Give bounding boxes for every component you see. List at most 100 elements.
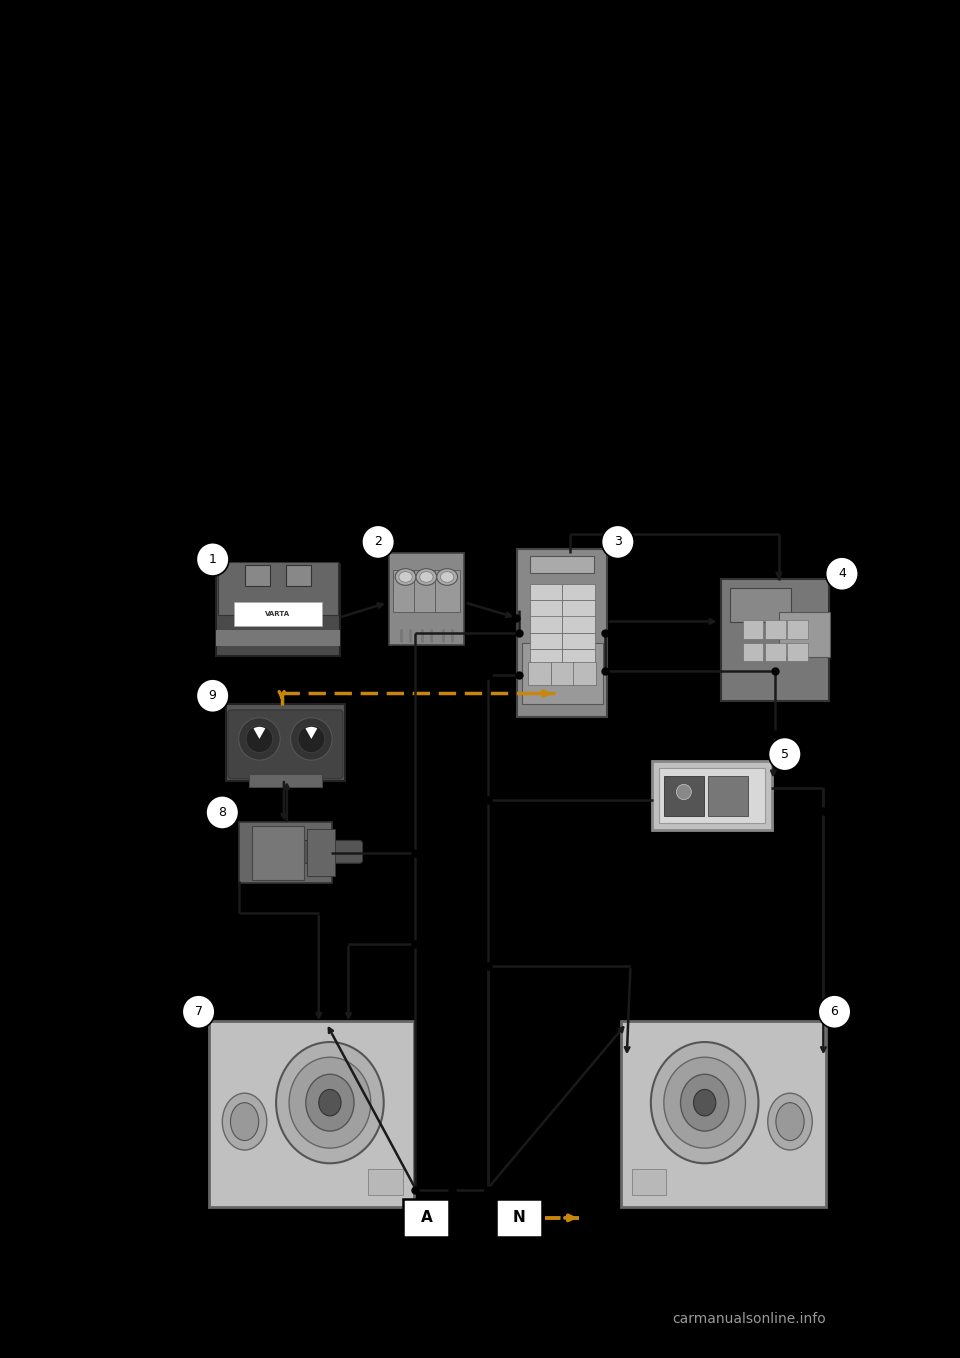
Text: 3: 3 bbox=[613, 535, 622, 549]
Circle shape bbox=[768, 737, 802, 771]
Text: carmanualsonline.info: carmanualsonline.info bbox=[672, 1312, 826, 1325]
Ellipse shape bbox=[651, 1042, 758, 1164]
Circle shape bbox=[239, 718, 280, 760]
FancyBboxPatch shape bbox=[530, 633, 563, 649]
FancyBboxPatch shape bbox=[530, 555, 594, 573]
FancyBboxPatch shape bbox=[563, 649, 595, 665]
Circle shape bbox=[291, 718, 332, 760]
FancyBboxPatch shape bbox=[252, 826, 304, 880]
Ellipse shape bbox=[276, 1042, 384, 1164]
Ellipse shape bbox=[416, 569, 437, 585]
Circle shape bbox=[362, 526, 395, 558]
Text: 7: 7 bbox=[195, 1005, 203, 1018]
FancyBboxPatch shape bbox=[414, 570, 439, 612]
FancyBboxPatch shape bbox=[563, 633, 595, 649]
Circle shape bbox=[298, 725, 324, 752]
Text: 5: 5 bbox=[780, 748, 789, 760]
Ellipse shape bbox=[776, 1103, 804, 1141]
FancyBboxPatch shape bbox=[369, 1169, 402, 1195]
Circle shape bbox=[246, 725, 273, 752]
Text: N: N bbox=[513, 1210, 525, 1225]
Text: 8: 8 bbox=[218, 805, 227, 819]
Text: A: A bbox=[420, 1210, 432, 1225]
FancyBboxPatch shape bbox=[563, 584, 595, 600]
FancyBboxPatch shape bbox=[721, 580, 829, 702]
Circle shape bbox=[197, 543, 229, 576]
FancyBboxPatch shape bbox=[708, 775, 749, 816]
FancyBboxPatch shape bbox=[780, 611, 830, 657]
Wedge shape bbox=[305, 727, 318, 739]
Text: 1: 1 bbox=[208, 553, 217, 566]
FancyBboxPatch shape bbox=[660, 769, 765, 823]
FancyBboxPatch shape bbox=[496, 1199, 542, 1237]
Circle shape bbox=[206, 796, 239, 830]
FancyBboxPatch shape bbox=[664, 775, 704, 816]
Ellipse shape bbox=[664, 1057, 746, 1148]
Ellipse shape bbox=[693, 1089, 716, 1116]
FancyBboxPatch shape bbox=[653, 762, 772, 830]
FancyBboxPatch shape bbox=[298, 841, 363, 864]
FancyBboxPatch shape bbox=[528, 661, 551, 686]
FancyBboxPatch shape bbox=[551, 661, 574, 686]
Circle shape bbox=[182, 995, 215, 1028]
FancyBboxPatch shape bbox=[307, 830, 335, 876]
FancyBboxPatch shape bbox=[249, 774, 323, 786]
FancyBboxPatch shape bbox=[218, 562, 338, 615]
FancyBboxPatch shape bbox=[239, 822, 332, 883]
FancyBboxPatch shape bbox=[286, 565, 311, 585]
FancyBboxPatch shape bbox=[234, 602, 322, 626]
Text: VARTA: VARTA bbox=[265, 611, 291, 617]
FancyBboxPatch shape bbox=[209, 1021, 414, 1207]
Text: 2: 2 bbox=[374, 535, 382, 549]
FancyBboxPatch shape bbox=[228, 710, 343, 778]
Ellipse shape bbox=[768, 1093, 812, 1150]
FancyBboxPatch shape bbox=[530, 584, 563, 600]
FancyBboxPatch shape bbox=[563, 617, 595, 633]
Text: 4: 4 bbox=[838, 568, 846, 580]
Ellipse shape bbox=[223, 1093, 267, 1150]
Circle shape bbox=[677, 785, 691, 800]
Wedge shape bbox=[253, 727, 265, 739]
Ellipse shape bbox=[289, 1057, 371, 1148]
Ellipse shape bbox=[396, 569, 416, 585]
Ellipse shape bbox=[437, 569, 458, 585]
Ellipse shape bbox=[230, 1103, 258, 1141]
FancyBboxPatch shape bbox=[403, 1199, 449, 1237]
FancyBboxPatch shape bbox=[787, 644, 807, 661]
Text: E93869: E93869 bbox=[169, 1224, 213, 1237]
Ellipse shape bbox=[399, 572, 412, 583]
Text: 9: 9 bbox=[208, 690, 217, 702]
Ellipse shape bbox=[306, 1074, 354, 1131]
FancyBboxPatch shape bbox=[216, 630, 340, 646]
FancyBboxPatch shape bbox=[765, 644, 785, 661]
Ellipse shape bbox=[681, 1074, 729, 1131]
Ellipse shape bbox=[420, 572, 433, 583]
FancyBboxPatch shape bbox=[521, 642, 603, 705]
FancyBboxPatch shape bbox=[632, 1169, 666, 1195]
Circle shape bbox=[602, 526, 635, 558]
FancyBboxPatch shape bbox=[530, 617, 563, 633]
Ellipse shape bbox=[319, 1089, 341, 1116]
Circle shape bbox=[826, 557, 858, 591]
FancyBboxPatch shape bbox=[226, 705, 346, 781]
FancyBboxPatch shape bbox=[517, 549, 607, 717]
FancyBboxPatch shape bbox=[435, 570, 460, 612]
FancyBboxPatch shape bbox=[730, 588, 791, 622]
Circle shape bbox=[818, 995, 851, 1028]
FancyBboxPatch shape bbox=[742, 621, 763, 638]
FancyBboxPatch shape bbox=[530, 600, 563, 617]
FancyBboxPatch shape bbox=[393, 570, 419, 612]
FancyBboxPatch shape bbox=[573, 661, 596, 686]
Text: 6: 6 bbox=[830, 1005, 838, 1018]
FancyBboxPatch shape bbox=[530, 649, 563, 665]
Circle shape bbox=[197, 679, 229, 713]
FancyBboxPatch shape bbox=[245, 565, 270, 585]
Ellipse shape bbox=[441, 572, 454, 583]
FancyBboxPatch shape bbox=[621, 1021, 826, 1207]
FancyBboxPatch shape bbox=[563, 600, 595, 617]
FancyBboxPatch shape bbox=[787, 621, 807, 638]
FancyBboxPatch shape bbox=[742, 644, 763, 661]
FancyBboxPatch shape bbox=[216, 565, 340, 656]
FancyBboxPatch shape bbox=[389, 553, 464, 645]
FancyBboxPatch shape bbox=[765, 621, 785, 638]
